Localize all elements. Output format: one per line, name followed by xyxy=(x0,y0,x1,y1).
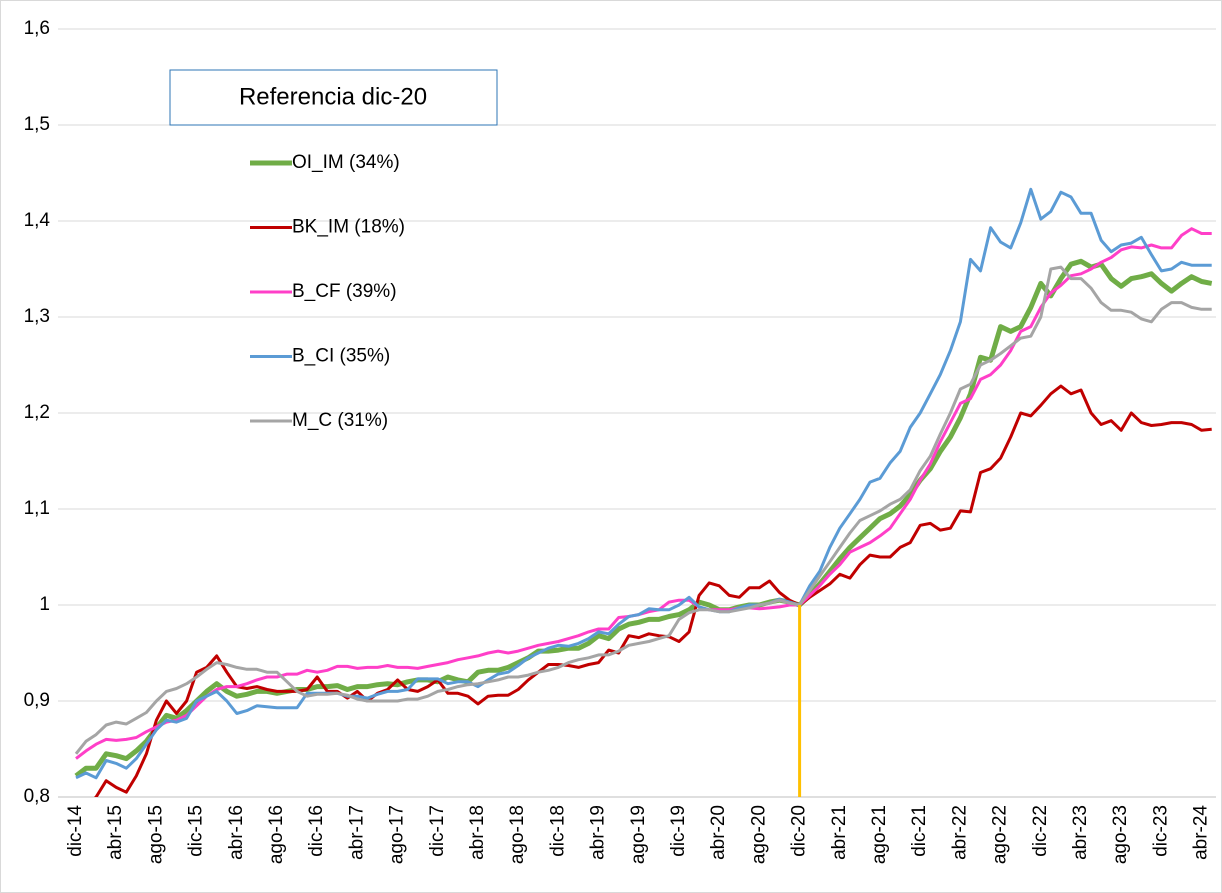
annotation-box xyxy=(169,69,498,126)
x-tick-label: ago-18 xyxy=(507,805,528,864)
x-tick-label: abr-16 xyxy=(226,805,247,860)
x-tick-label: dic-15 xyxy=(186,805,207,857)
legend-label: B_CF (39%) xyxy=(292,281,397,302)
y-tick-label: 1,2 xyxy=(24,402,50,423)
y-tick-label: 1,6 xyxy=(24,18,50,39)
x-tick-label: abr-17 xyxy=(346,805,367,860)
legend-label: M_C (31%) xyxy=(292,410,388,431)
x-tick-label: ago-19 xyxy=(628,805,649,864)
x-tick-label: abr-19 xyxy=(588,805,609,860)
x-tick-label: abr-23 xyxy=(1070,805,1091,860)
series-line xyxy=(75,187,1212,780)
x-tick-label: ago-20 xyxy=(748,805,769,864)
x-tick-label: dic-22 xyxy=(1030,805,1051,857)
x-tick-label: ago-16 xyxy=(266,805,287,864)
x-tick-label: dic-19 xyxy=(668,805,689,857)
x-tick-label: abr-18 xyxy=(467,805,488,860)
x-tick-label: abr-22 xyxy=(949,805,970,860)
x-tick-label: dic-16 xyxy=(306,805,327,857)
y-tick-label: 0,8 xyxy=(24,786,50,807)
x-tick-label: dic-23 xyxy=(1150,805,1171,857)
x-tick-label: abr-21 xyxy=(829,805,850,860)
legend-label: BK_IM (18%) xyxy=(292,217,405,238)
y-tick-label: 1,3 xyxy=(24,306,50,327)
x-tick-label: ago-15 xyxy=(145,805,166,864)
legend-label: OI_IM (34%) xyxy=(292,152,400,173)
annotation: Referencia dic-20 xyxy=(239,83,427,110)
legend-label: B_CI (35%) xyxy=(292,346,390,367)
x-tick-label: abr-20 xyxy=(708,805,729,860)
y-tick-label: 0,9 xyxy=(24,690,50,711)
y-tick-label: 1,4 xyxy=(24,210,51,231)
series-line xyxy=(74,265,1212,755)
x-tick-label: dic-21 xyxy=(909,805,930,857)
x-tick-label: dic-17 xyxy=(427,805,448,857)
x-tick-label: abr-15 xyxy=(105,805,126,860)
x-tick-label: dic-14 xyxy=(65,805,86,857)
x-tick-label: dic-20 xyxy=(789,805,810,857)
x-tick-label: ago-22 xyxy=(990,805,1011,864)
x-tick-label: dic-18 xyxy=(547,805,568,857)
x-tick-label: ago-21 xyxy=(869,805,890,864)
x-tick-label: abr-24 xyxy=(1191,805,1212,860)
x-tick-label: ago-17 xyxy=(387,805,408,864)
series-line xyxy=(93,384,1212,797)
series-line xyxy=(74,258,1213,778)
y-tick-label: 1,1 xyxy=(24,498,50,519)
plot-lines xyxy=(74,187,1213,797)
y-tick-label: 1,5 xyxy=(24,114,50,135)
x-tick-label: ago-23 xyxy=(1110,805,1131,864)
y-tick-label: 1 xyxy=(39,594,50,615)
